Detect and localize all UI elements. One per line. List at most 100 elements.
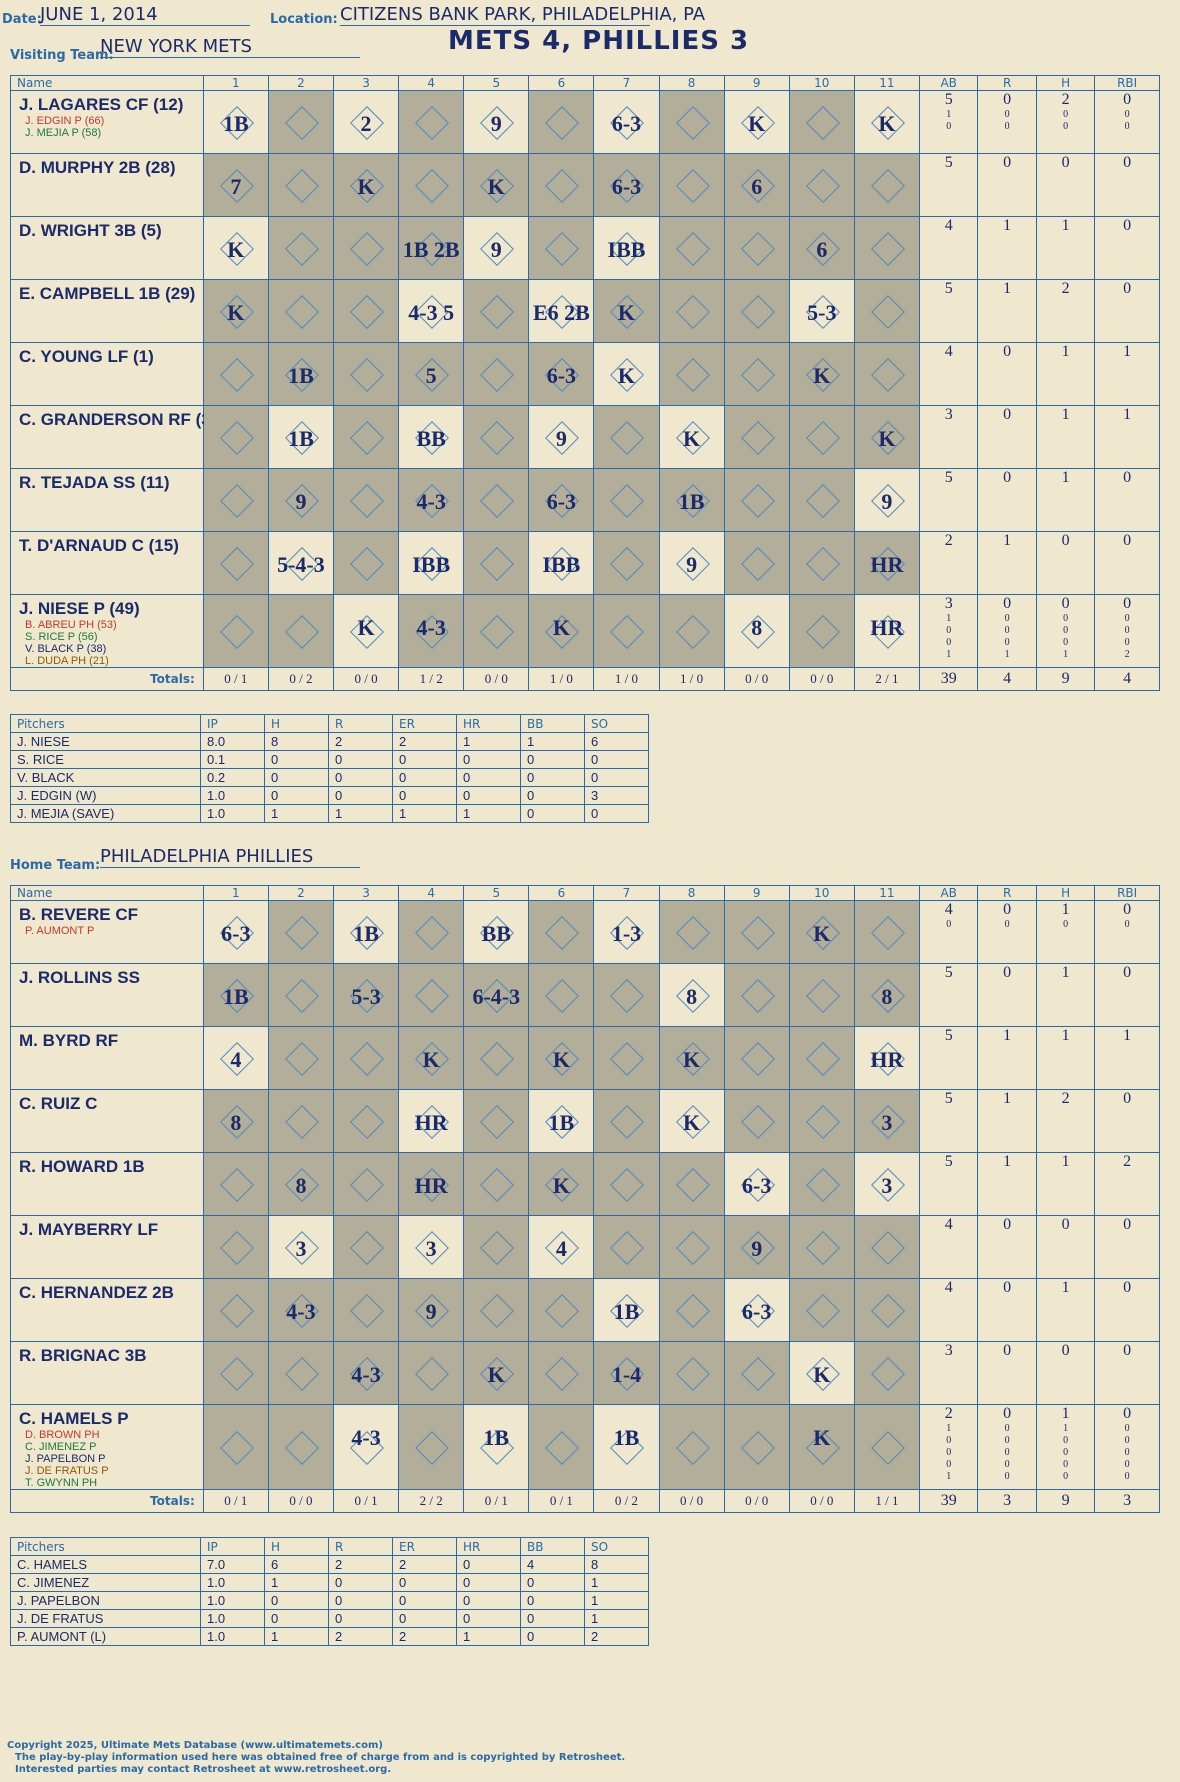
inning-cell	[658, 1404, 725, 1490]
inning-cell	[267, 153, 335, 217]
inning-cell: 6-3	[723, 1152, 790, 1216]
base-diamond	[545, 979, 580, 1013]
play-result: K	[227, 300, 245, 325]
pitcher-stat: 0	[520, 1609, 585, 1628]
base-diamond	[805, 1294, 840, 1328]
hits: 2	[1035, 279, 1096, 343]
base-diamond	[480, 1105, 515, 1139]
pitcher-stat: 8	[584, 1555, 649, 1574]
base-diamond	[480, 547, 515, 581]
inning-cell	[463, 468, 530, 532]
runs: 0	[977, 342, 1037, 406]
inning-cell: 4	[528, 1215, 595, 1279]
pitcher-stat: 4	[520, 1555, 585, 1574]
inning-total: 0 / 0	[332, 667, 400, 691]
pitcher-stat: 0	[328, 1609, 393, 1628]
inning-cell	[528, 1341, 595, 1405]
pitcher-stat: 0	[328, 1573, 393, 1592]
batter-row: J. ROLLINS SS 1B 5-3 6-4-3 8 8 5 0 1 0	[10, 963, 1160, 1027]
inning-cell	[528, 153, 595, 217]
inning-cell: 6	[723, 153, 790, 217]
inning-cell	[463, 531, 530, 595]
stat-value: 0	[1123, 1090, 1132, 1107]
pitcher-column-header: BB	[520, 714, 585, 733]
inning-cell: 9	[723, 1215, 790, 1279]
inning-cell	[332, 1026, 400, 1090]
total-stat: 4	[1094, 667, 1160, 691]
at-bats: 5	[918, 1152, 979, 1216]
base-diamond	[219, 547, 254, 581]
play-result: 6	[751, 174, 763, 199]
base-diamond	[219, 1357, 254, 1391]
inning-cell	[788, 153, 855, 217]
inning-cell	[853, 1341, 920, 1405]
inning-cell: 8	[853, 963, 920, 1027]
inning-header: 1	[202, 885, 269, 901]
inning-cell	[528, 963, 595, 1027]
sub-stat-value: 1	[946, 613, 952, 624]
sub-stat-value: 0	[1004, 121, 1010, 132]
play-result: HR	[870, 1047, 904, 1072]
inning-cell: 4	[202, 1026, 269, 1090]
runs: 1	[977, 279, 1037, 343]
play-result: K	[813, 921, 831, 946]
inning-cell: 9	[528, 405, 595, 469]
inning-cell	[853, 279, 920, 343]
sub-stat-value: 0	[1063, 1459, 1069, 1470]
pitcher-stat: 2	[584, 1627, 649, 1646]
batter-name: B. REVERE CF	[19, 905, 139, 924]
stat-value: 1	[1123, 1027, 1132, 1044]
inning-cell: 5-4-3	[267, 531, 335, 595]
stat-value: 0	[1123, 1405, 1132, 1422]
inning-cell	[788, 468, 855, 532]
inning-cell: K	[788, 900, 855, 964]
pitcher-name: J. EDGIN (W)	[10, 786, 201, 805]
pitcher-row: J. EDGIN (W) 1.0 0 0 0 0 0 3	[10, 786, 649, 805]
base-diamond	[805, 106, 840, 140]
inning-cell	[723, 216, 790, 280]
base-diamond	[545, 106, 580, 140]
base-diamond	[284, 615, 319, 649]
stat-value: 2	[1061, 91, 1070, 108]
stat-value: 1	[1003, 1090, 1012, 1107]
pitcher-stat: 0	[520, 1573, 585, 1592]
inning-cell: K	[593, 342, 660, 406]
inning-total: 1 / 0	[658, 667, 725, 691]
pitcher-stat: 0	[456, 1609, 521, 1628]
pitcher-stat: 2	[328, 1627, 393, 1646]
hits: 1	[1035, 1026, 1096, 1090]
batter-cell: B. REVERE CF P. AUMONT P	[10, 900, 204, 964]
stat-value: 5	[944, 91, 953, 108]
stat-value: 0	[1061, 1216, 1070, 1233]
substitutes: J. EDGIN P (66) J. MEJIA P (58)	[11, 115, 203, 139]
sub-stat-value: 0	[946, 637, 952, 648]
hits: 2	[1035, 1089, 1096, 1153]
play-result: 6-3	[611, 111, 642, 136]
inning-cell: K	[853, 405, 920, 469]
base-diamond	[219, 1168, 254, 1202]
inning-cell: 6-3	[593, 90, 660, 154]
inning-cell	[853, 900, 920, 964]
stat-value: 5	[944, 280, 953, 297]
base-diamond	[870, 169, 905, 203]
base-diamond	[284, 169, 319, 203]
inning-cell	[723, 963, 790, 1027]
rbi: 0	[1094, 153, 1160, 217]
inning-cell	[332, 531, 400, 595]
inning-cell	[528, 1404, 595, 1490]
stat-value: 1	[1061, 1405, 1070, 1422]
sub-stat-value: 0	[1124, 1423, 1130, 1434]
pitcher-stat: 0	[264, 786, 329, 805]
base-diamond	[675, 916, 710, 950]
play-result: 9	[490, 111, 502, 136]
stat-value: 0	[1123, 1216, 1132, 1233]
stat-value: 3	[944, 595, 953, 612]
base-diamond	[805, 979, 840, 1013]
inning-cell	[202, 1152, 269, 1216]
